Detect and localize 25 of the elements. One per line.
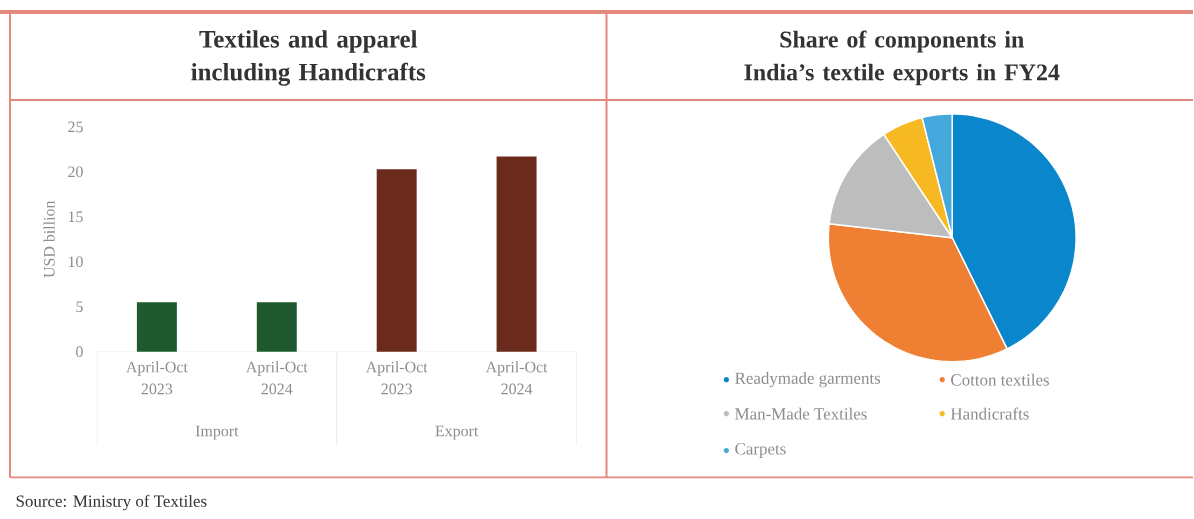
y-tick-label: 5: [76, 301, 83, 313]
legend-label: Handicrafts: [950, 407, 1029, 420]
y-tick-label: 15: [68, 211, 83, 223]
bar: [376, 169, 417, 352]
source-note: Source: Ministry of Textiles: [16, 495, 207, 511]
legend-label: Cotton textiles: [951, 373, 1049, 386]
x-tick-label: April-Oct 2024: [245, 361, 308, 395]
bar: [256, 302, 297, 352]
y-axis-title: USD billion: [43, 201, 55, 278]
legend-label: Carpets: [735, 443, 786, 459]
x-tick-label: April-Oct 2023: [365, 361, 428, 395]
bar: [136, 302, 177, 352]
text: Import: [195, 425, 239, 440]
x-tick-label: April-Oct 2024: [485, 361, 548, 395]
y-tick-label: 20: [68, 166, 83, 178]
legend-label: Readymade garments: [735, 372, 881, 388]
y-tick-label: 25: [68, 121, 83, 133]
legend-label: Man-Made Textiles: [735, 407, 867, 420]
y-tick-label: 0: [76, 346, 83, 358]
x-tick-label: April-Oct 2023: [126, 361, 188, 395]
y-tick-label: 10: [68, 256, 83, 268]
chart-title: Textiles and apparel including Handicrafts: [191, 30, 426, 86]
chart-title: Share of components in India’s textile exports in FY24: [744, 30, 1060, 86]
bar: [496, 156, 537, 352]
text: Export: [435, 425, 479, 440]
